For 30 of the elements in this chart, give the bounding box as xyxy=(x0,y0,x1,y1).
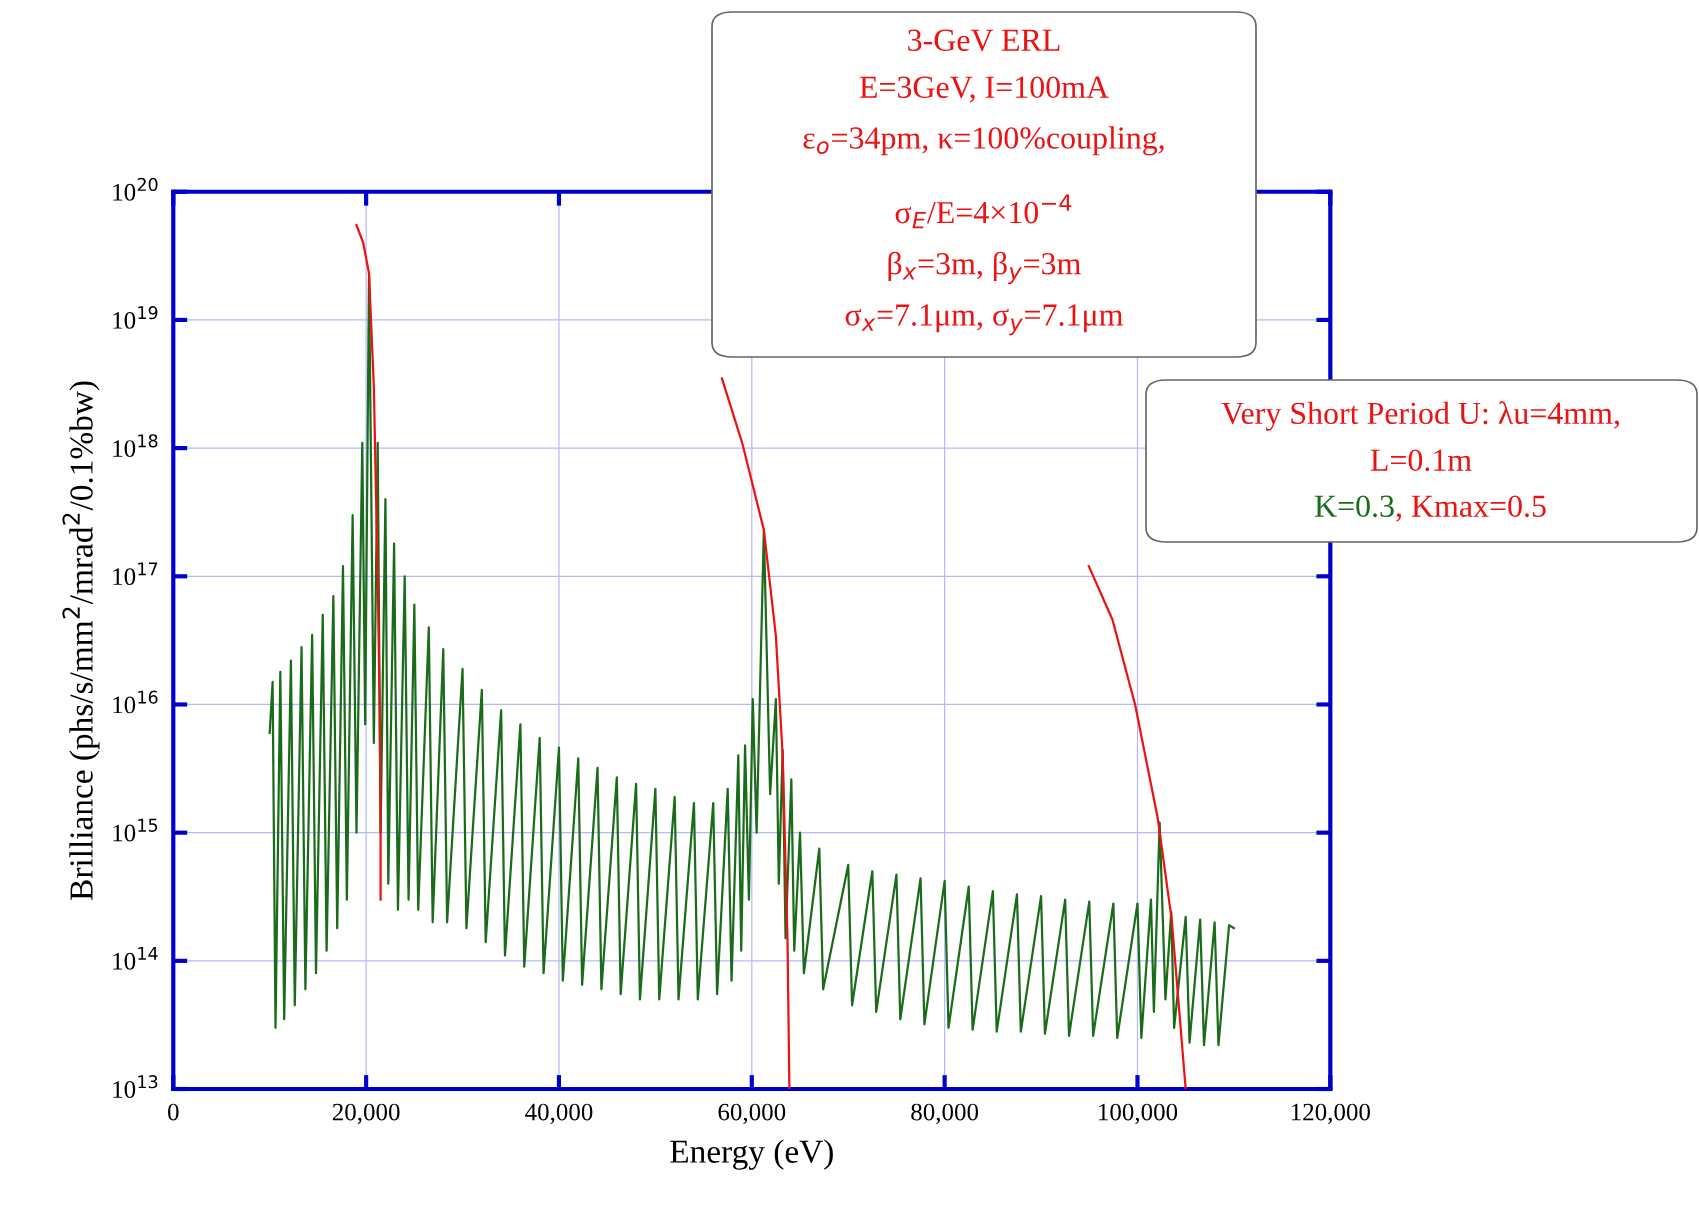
x-tick-label: 0 xyxy=(168,1103,179,1121)
line-series xyxy=(1087,565,1187,1090)
y-tick-label: 10$^{17}$ xyxy=(113,562,158,586)
x-tick-label: 120,000 xyxy=(1291,1103,1370,1125)
x-tick-label: 60,000 xyxy=(718,1103,786,1125)
annotation: K=0.3 xyxy=(1314,495,1394,518)
annotation: σ$_{E}$/E=4×10$^{−4}$ xyxy=(895,194,1072,229)
x-tick-label: 100,000 xyxy=(1099,1103,1178,1125)
y-tick-label: 10$^{20}$ xyxy=(113,177,158,201)
text: 3-GeV ERL xyxy=(908,29,1060,52)
y-tick-label: 10$^{15}$ xyxy=(113,818,158,842)
x-tick-label: 20,000 xyxy=(332,1103,400,1125)
text: E=3GeV, I=100mA xyxy=(859,76,1109,103)
x-tick-label: 40,000 xyxy=(525,1103,593,1125)
y-tick-label: 10$^{16}$ xyxy=(113,690,158,714)
y-tick-label: 10$^{14}$ xyxy=(113,947,158,970)
x-axis-title: Energy (eV) xyxy=(670,1139,833,1170)
text: L=0.1m xyxy=(1370,449,1472,472)
text: , Kmax=0.5 xyxy=(1396,495,1546,522)
y-tick-label: 10$^{13}$ xyxy=(113,1075,158,1098)
text: ε$_{o}$=34pm, κ=100%coupling, xyxy=(803,126,1164,156)
line-series xyxy=(720,377,791,1090)
y-tick-label: 10$^{19}$ xyxy=(113,306,158,329)
annotation: β$_{x}$=3m, β$_{y}$=3m xyxy=(888,251,1081,285)
annotation: Very Short Period U: λu=4mm, xyxy=(1221,401,1619,431)
y-tick-label: 10$^{18}$ xyxy=(113,434,158,458)
annotation: σ$_{x}$=7.1μm, σ$_{y}$=7.1μm xyxy=(845,304,1123,336)
line-series xyxy=(355,223,382,901)
y-axis-title: Brilliance (phs/s/mm$^{2}$/mrad$^{2}$/0.1%bw) xyxy=(62,381,100,900)
x-tick-label: 80,000 xyxy=(911,1103,979,1125)
